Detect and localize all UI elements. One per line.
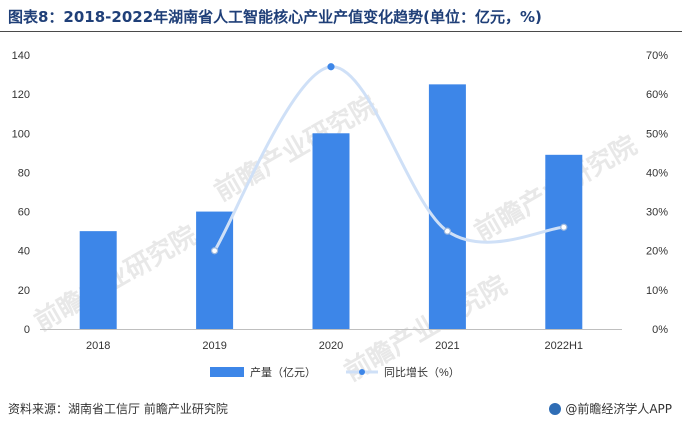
legend-line-label: 同比增长（%） [384,365,460,379]
brand-credit: @前瞻经济学人APP [549,400,672,417]
x-tick-label: 2019 [202,340,226,352]
growth-point [560,223,568,231]
y-left-tick-label: 20 [18,285,30,297]
legend-line-marker [359,369,365,375]
bar [312,133,350,329]
bar [545,154,583,329]
combo-chart: 前瞻产业研究院前瞻产业研究院前瞻产业研究院前瞻产业研究院 02040608010… [12,50,669,388]
x-tick-label: 2022H1 [545,340,584,352]
y-left-tick-label: 60 [18,207,30,219]
y-right-tick-label: 60% [646,89,668,101]
y-left-tick-label: 80 [18,167,30,179]
x-tick-labels: 2018 2019 2020 2021 2022H1 [86,340,583,352]
y-left-tick-label: 120 [12,89,30,101]
brand-label: @前瞻经济学人APP [565,402,672,416]
growth-line [211,63,568,255]
y-right-tick-label: 10% [646,285,668,297]
growth-point [327,63,335,71]
x-tick-label: 2020 [319,340,343,352]
y-left-tick-label: 100 [12,128,30,140]
source-note: 资料来源：湖南省工信厅 前瞻产业研究院 [8,402,228,416]
y-right-ticks: 0% 10% 20% 30% 40% 50% 60% 70% [646,50,668,336]
brand-logo-icon [549,402,562,415]
legend-bar-label: 产量（亿元） [250,365,316,379]
growth-point [211,247,219,255]
watermark-text: 前瞻产业研究院 [209,90,382,208]
chart-title: 图表8：2018-2022年湖南省人工智能核心产业产值变化趋势(单位：亿元，%) [0,6,682,32]
growth-line-path [213,65,564,252]
y-left-tick-label: 40 [18,246,30,258]
y-left-tick-label: 0 [24,324,30,336]
legend: 产量（亿元） 同比增长（%） [210,365,460,379]
x-tick-label: 2018 [86,340,110,352]
bar [79,231,117,329]
y-left-tick-label: 140 [12,50,30,62]
bar [428,84,466,329]
growth-point [443,227,451,235]
x-tick-label: 2021 [435,340,459,352]
bar [196,211,234,329]
legend-bar-swatch [210,367,244,377]
y-right-tick-label: 40% [646,167,668,179]
y-right-tick-label: 30% [646,207,668,219]
y-left-ticks: 0 20 40 60 80 100 120 140 [12,50,30,336]
y-right-tick-label: 50% [646,128,668,140]
y-right-tick-label: 0% [652,324,668,336]
y-right-tick-label: 20% [646,246,668,258]
y-right-tick-label: 70% [646,50,668,62]
bars [79,84,583,329]
